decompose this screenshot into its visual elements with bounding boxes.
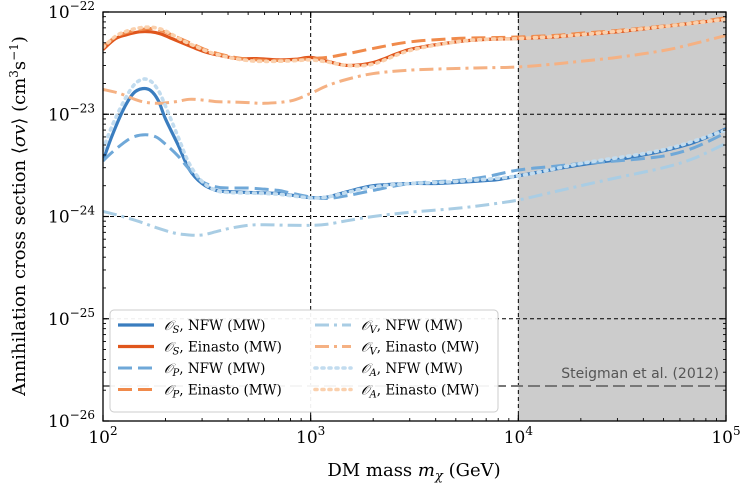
- legend-entry-label: 𝒪S, NFW (MW): [164, 318, 266, 336]
- series-line-4: [103, 141, 726, 237]
- legend-entry-label: 𝒪V, Einasto (MW): [361, 340, 479, 358]
- series-line-7: [103, 17, 726, 68]
- thermal-relic-label: Steigman et al. (2012): [561, 366, 719, 382]
- y-tick-label: 10−26: [48, 408, 95, 432]
- x-tick-label: 105: [711, 424, 740, 448]
- y-tick-label: 10−25: [48, 306, 95, 330]
- legend-box: [109, 309, 499, 413]
- y-tick-label: 10−22: [48, 0, 95, 23]
- y-tick-label: 10−23: [48, 101, 95, 125]
- legend-entry-label: 𝒪P, Einasto (MW): [164, 383, 282, 401]
- legend-entry-label: 𝒪A, Einasto (MW): [361, 383, 479, 401]
- x-axis-label: DM mass mχ (GeV): [327, 460, 500, 484]
- series-line-2: [103, 131, 726, 201]
- y-axis-label: Annihilation cross section ⟨σv⟩ (cm3s−1): [7, 36, 30, 397]
- y-tick-label: 10−24: [48, 204, 95, 228]
- legend-entry-label: 𝒪A, NFW (MW): [361, 361, 463, 379]
- legend-entry-label: 𝒪P, NFW (MW): [164, 361, 265, 379]
- series-line-5: [103, 33, 726, 105]
- legend-entry-label: 𝒪S, Einasto (MW): [164, 340, 282, 358]
- x-tick-label: 102: [88, 424, 117, 448]
- x-tick-label: 104: [504, 424, 534, 448]
- legend-entry-label: 𝒪V, NFW (MW): [361, 318, 463, 336]
- x-tick-label: 103: [296, 424, 325, 448]
- series-line-6: [103, 77, 726, 200]
